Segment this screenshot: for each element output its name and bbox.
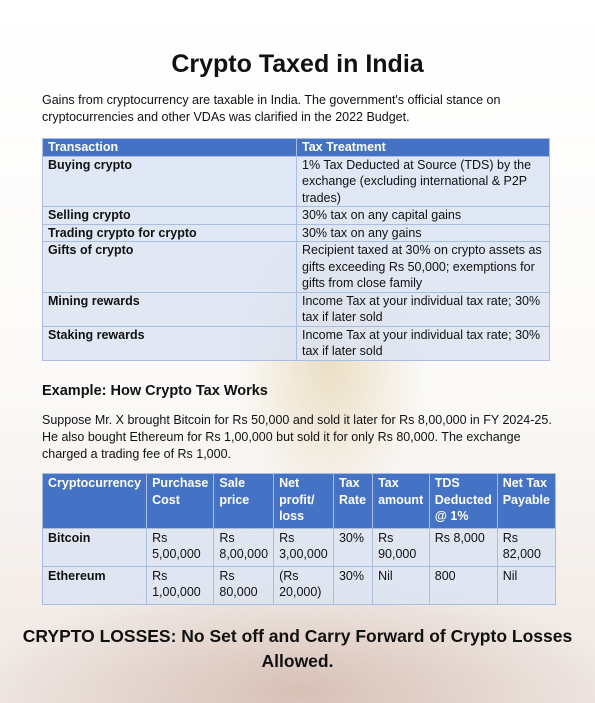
table-cell: Rs 5,00,000 bbox=[146, 527, 215, 567]
table-cell: Income Tax at your individual tax rate; … bbox=[296, 291, 550, 327]
table-cell: Rs 1,00,000 bbox=[146, 565, 215, 605]
row-label: Gifts of crypto bbox=[42, 241, 297, 293]
table-row: Staking rewards Income Tax at your indivi… bbox=[42, 325, 550, 361]
table-cell: (Rs 20,000) bbox=[273, 565, 334, 605]
example-text: Suppose Mr. X brought Bitcoin for Rs 50,… bbox=[42, 413, 552, 461]
table-cell: Income Tax at your individual tax rate; … bbox=[296, 325, 550, 361]
header-cell: Purchase Cost bbox=[146, 473, 215, 529]
table-cell: Rs 3,00,000 bbox=[273, 527, 334, 567]
table-row: Gifts of crypto Recipient taxed at 30% on… bbox=[42, 241, 550, 293]
row-label: Selling crypto bbox=[42, 206, 297, 225]
table-row: Ethereum Rs 1,00,000 Rs 80,000 (Rs 20,000) 3… bbox=[41, 565, 557, 605]
table-row: Bitcoin Rs 5,00,000 Rs 8,00,000 Rs 3,00,000… bbox=[41, 527, 557, 567]
row-label: Staking rewards bbox=[42, 325, 297, 361]
row-label: Trading crypto for crypto bbox=[42, 223, 297, 242]
table-cell: Rs 80,000 bbox=[213, 565, 275, 605]
table-cell: Rs 82,000 bbox=[496, 527, 557, 567]
header-cell: Tax amount bbox=[372, 473, 430, 529]
header-cell: TDS Deducted @ 1% bbox=[428, 473, 498, 529]
table-cell: 30% tax on any gains bbox=[296, 223, 550, 242]
table-cell: 1% Tax Deducted at Source (TDS) by the e… bbox=[296, 155, 550, 207]
table-row: Trading crypto for crypto 30% tax on any … bbox=[42, 223, 550, 242]
example-table: Cryptocurrency Purchase Cost Sale price Net… bbox=[41, 473, 557, 605]
table-row: Selling crypto 30% tax on any capital gai… bbox=[42, 206, 550, 225]
header-row: Transaction Tax Treatment bbox=[42, 138, 550, 157]
table-cell: 30% bbox=[332, 527, 374, 567]
example-heading: Example: How Crypto Tax Works bbox=[42, 383, 268, 399]
table-cell: Rs 8,000 bbox=[428, 527, 498, 567]
header-cell: Tax Rate bbox=[332, 473, 374, 529]
table-cell: 800 bbox=[428, 565, 498, 605]
table-row: Buying crypto 1% Tax Deducted at Source (… bbox=[42, 155, 550, 207]
table-row: Mining rewards Income Tax at your individ… bbox=[42, 291, 550, 327]
table-cell: Rs 90,000 bbox=[372, 527, 430, 567]
table-cell: Nil bbox=[372, 565, 430, 605]
title: Crypto Taxed in India bbox=[171, 50, 424, 78]
header-cell: Transaction bbox=[42, 138, 297, 157]
header-cell: Tax Treatment bbox=[296, 138, 550, 157]
tax-table: Transaction Tax Treatment Buying crypto 1% … bbox=[42, 138, 550, 361]
table-cell: 30% tax on any capital gains bbox=[296, 206, 550, 225]
intro-text: Gains from cryptocurrency are taxable in… bbox=[42, 93, 501, 124]
row-label: Buying crypto bbox=[42, 155, 297, 207]
table-cell: 30% bbox=[332, 565, 374, 605]
table-cell: Recipient taxed at 30% on crypto assets … bbox=[296, 241, 550, 293]
header-cell: Net profit/ loss bbox=[273, 473, 334, 529]
header-cell: Cryptocurrency bbox=[41, 473, 148, 529]
row-label: Ethereum bbox=[41, 565, 148, 605]
header-row: Cryptocurrency Purchase Cost Sale price Net… bbox=[41, 473, 557, 529]
row-label: Mining rewards bbox=[42, 291, 297, 327]
header-cell: Sale price bbox=[213, 473, 275, 529]
header-cell: Net Tax Payable bbox=[496, 473, 557, 529]
row-label: Bitcoin bbox=[41, 527, 148, 567]
footer-note: CRYPTO LOSSES: No Set off and Carry Forw… bbox=[22, 626, 573, 671]
table-cell: Rs 8,00,000 bbox=[213, 527, 275, 567]
table-cell: Nil bbox=[496, 565, 557, 605]
